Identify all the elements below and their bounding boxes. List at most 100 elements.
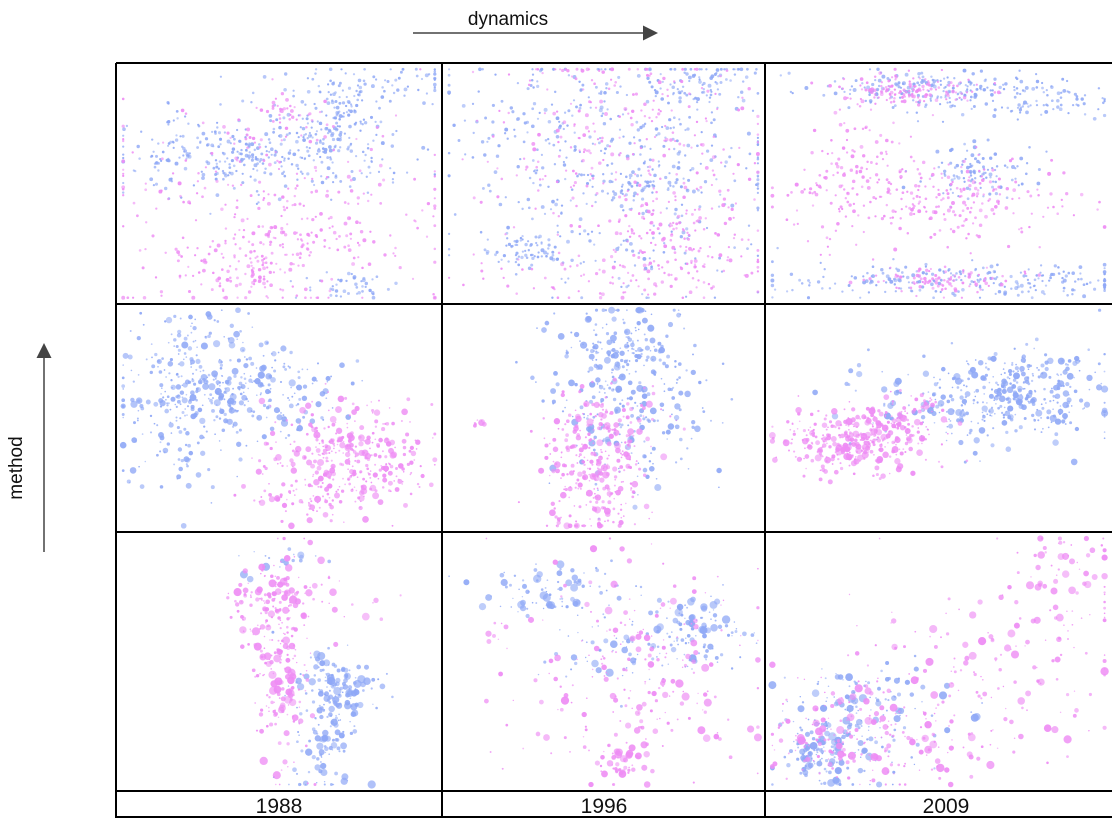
point-blue bbox=[342, 289, 347, 294]
point-pink bbox=[945, 90, 948, 93]
point-blue bbox=[1052, 272, 1056, 277]
point-pink bbox=[266, 266, 269, 269]
point-pink bbox=[286, 498, 288, 501]
point-blue bbox=[1003, 406, 1006, 409]
point-blue bbox=[339, 179, 343, 183]
point-pink bbox=[328, 289, 332, 293]
point-blue bbox=[641, 348, 644, 352]
point-pink bbox=[1020, 227, 1023, 230]
point-pink bbox=[340, 489, 345, 493]
point-blue bbox=[514, 272, 518, 276]
point-pink bbox=[385, 422, 390, 426]
point-blue bbox=[513, 134, 517, 138]
point-blue bbox=[240, 386, 243, 389]
point-pink bbox=[588, 439, 592, 442]
point-pink bbox=[962, 187, 966, 191]
point-blue bbox=[301, 395, 308, 401]
point-blue bbox=[305, 276, 309, 280]
point-blue bbox=[245, 397, 248, 401]
point-blue bbox=[257, 143, 261, 146]
point-pink bbox=[336, 248, 340, 252]
point-blue bbox=[702, 410, 706, 413]
point-pink bbox=[367, 262, 372, 266]
point-pink bbox=[978, 223, 983, 228]
point-blue bbox=[547, 243, 551, 247]
point-blue bbox=[122, 153, 125, 156]
point-pink bbox=[365, 463, 369, 468]
point-blue bbox=[352, 177, 356, 181]
point-blue bbox=[567, 74, 571, 77]
point-blue bbox=[964, 83, 967, 87]
point-pink bbox=[268, 162, 272, 167]
point-blue bbox=[237, 409, 239, 412]
point-pink bbox=[675, 172, 679, 176]
point-blue bbox=[942, 270, 945, 273]
point-blue bbox=[929, 99, 933, 102]
point-blue bbox=[699, 162, 702, 165]
point-pink bbox=[756, 265, 760, 269]
point-pink bbox=[347, 468, 349, 471]
point-pink bbox=[621, 450, 624, 453]
point-blue bbox=[974, 157, 977, 161]
point-blue bbox=[122, 416, 125, 419]
point-pink bbox=[756, 260, 760, 264]
point-pink bbox=[626, 230, 630, 233]
point-blue bbox=[736, 67, 740, 71]
point-pink bbox=[294, 445, 302, 453]
point-blue bbox=[519, 157, 522, 161]
point-blue bbox=[269, 172, 273, 176]
point-blue bbox=[270, 376, 276, 383]
point-blue bbox=[565, 399, 568, 402]
point-pink bbox=[794, 182, 799, 187]
point-blue bbox=[325, 97, 329, 101]
point-blue bbox=[194, 339, 197, 342]
point-pink bbox=[255, 106, 258, 109]
point-blue bbox=[1101, 407, 1108, 414]
point-blue bbox=[447, 90, 452, 95]
point-pink bbox=[865, 81, 869, 85]
point-pink bbox=[648, 165, 652, 169]
point-blue bbox=[646, 76, 650, 80]
point-blue bbox=[1016, 282, 1019, 286]
point-blue bbox=[649, 147, 652, 150]
point-blue bbox=[1035, 409, 1043, 417]
point-pink bbox=[608, 145, 612, 148]
point-blue bbox=[956, 386, 960, 389]
point-pink bbox=[179, 194, 182, 198]
point-pink bbox=[584, 125, 589, 130]
point-blue bbox=[733, 246, 736, 249]
point-blue bbox=[282, 138, 286, 142]
point-pink bbox=[308, 254, 311, 257]
point-blue bbox=[225, 391, 228, 394]
point-pink bbox=[819, 186, 822, 189]
point-blue bbox=[698, 205, 702, 209]
point-blue bbox=[180, 375, 183, 378]
point-pink bbox=[226, 131, 230, 135]
point-pink bbox=[834, 194, 837, 197]
point-blue bbox=[640, 352, 643, 356]
point-blue bbox=[380, 141, 385, 146]
point-blue bbox=[632, 194, 636, 198]
point-pink bbox=[348, 482, 352, 486]
point-pink bbox=[369, 484, 377, 492]
point-pink bbox=[292, 465, 294, 468]
point-blue bbox=[251, 91, 255, 95]
point-blue bbox=[587, 370, 590, 373]
point-pink bbox=[543, 276, 547, 280]
point-pink bbox=[155, 207, 158, 210]
point-blue bbox=[564, 354, 569, 359]
point-pink bbox=[912, 206, 915, 210]
point-blue bbox=[671, 164, 676, 169]
point-blue bbox=[631, 170, 635, 174]
point-blue bbox=[353, 109, 356, 112]
point-blue bbox=[547, 120, 552, 124]
point-pink bbox=[703, 265, 706, 269]
point-pink bbox=[836, 171, 839, 174]
point-pink bbox=[880, 84, 883, 88]
point-pink bbox=[650, 119, 654, 123]
point-blue bbox=[669, 68, 672, 71]
point-pink bbox=[258, 145, 262, 149]
point-pink bbox=[952, 84, 955, 87]
point-blue bbox=[326, 380, 329, 383]
point-pink bbox=[177, 253, 181, 257]
